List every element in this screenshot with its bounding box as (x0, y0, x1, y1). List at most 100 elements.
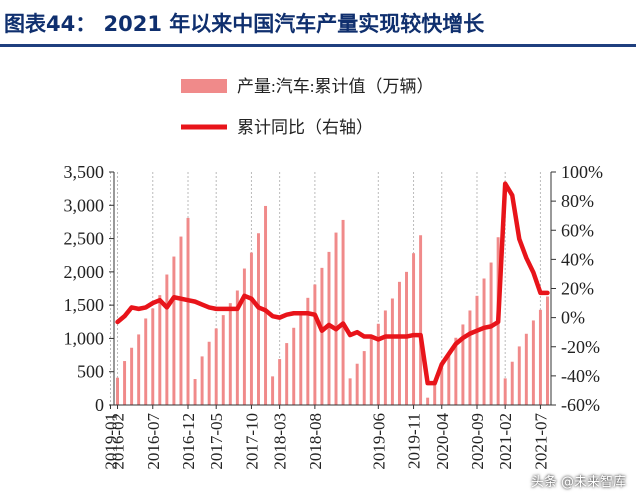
bar (546, 296, 549, 405)
bar (482, 278, 486, 405)
bar (151, 308, 155, 405)
bar (369, 337, 373, 405)
bar (397, 281, 401, 405)
x-tick-label: 2019-11 (405, 413, 424, 469)
bar (419, 235, 423, 405)
bar (362, 351, 366, 405)
bar (299, 311, 303, 405)
legend: 产量:汽车:累计值（万辆） 累计同比（右轴） (181, 77, 433, 137)
legend-bar-label: 产量:汽车:累计值（万辆） (237, 77, 433, 96)
right-tick-label: -40% (561, 366, 600, 386)
bar (524, 333, 528, 405)
left-tick-label: 1,000 (64, 328, 105, 348)
x-tick-label: 2019-01 (101, 413, 120, 470)
watermark: 头条 @未来智库 (530, 475, 626, 490)
bar (285, 343, 289, 405)
x-tick-label: 2021-02 (496, 413, 515, 470)
bar (228, 303, 232, 405)
bar (137, 334, 141, 405)
x-tick-label: 2016-12 (179, 413, 198, 470)
bar (242, 268, 246, 405)
bar (468, 310, 472, 405)
bar (207, 341, 211, 405)
bar (144, 318, 148, 405)
left-tick-label: 2,500 (64, 229, 105, 249)
bar (235, 290, 239, 405)
x-tick-label: 2017-10 (242, 413, 261, 470)
yoy-line (115, 181, 550, 386)
bar (271, 376, 275, 405)
bar (116, 377, 119, 405)
bar (292, 327, 296, 405)
right-tick-label: 20% (561, 279, 594, 299)
bar (123, 361, 127, 405)
bar (510, 361, 514, 405)
left-tick-label: 500 (77, 362, 104, 382)
bar (334, 232, 338, 405)
bar (348, 378, 352, 405)
bar (200, 356, 204, 405)
bar (440, 367, 444, 405)
x-tick-label: 2016-07 (144, 413, 163, 470)
right-tick-label: 100% (561, 162, 603, 182)
axes: 0 500 1,000 1,500 2,000 2,500 3,000 3,500 -60% -4… (64, 162, 604, 470)
bar (426, 397, 430, 405)
bar (376, 323, 380, 405)
bar (186, 217, 190, 405)
bar (306, 297, 310, 405)
header: 图表44： 2021 年以来中国汽车产量实现较快增长 (0, 0, 636, 48)
bar (327, 251, 331, 405)
x-tick-label: 2017-05 (207, 413, 226, 470)
left-tick-label: 3,000 (64, 195, 105, 215)
bar (193, 379, 197, 405)
legend-bar-swatch (181, 79, 227, 93)
bar (264, 205, 268, 405)
bar (158, 295, 162, 405)
bar (249, 252, 253, 405)
bar (257, 233, 260, 405)
chart: 0 500 1,000 1,500 2,000 2,500 3,000 3,500 -60% -4… (64, 77, 604, 470)
bar (517, 346, 521, 405)
right-tick-label: -20% (561, 337, 600, 357)
bar (461, 324, 465, 405)
right-tick-label: -60% (561, 395, 600, 415)
left-tick-label: 0 (95, 395, 104, 415)
x-tick-label: 2020-04 (433, 413, 452, 470)
left-tick-label: 2,000 (64, 262, 105, 282)
left-tick-label: 1,500 (64, 295, 105, 315)
bar (447, 353, 451, 405)
bar (355, 363, 359, 405)
title-rule (0, 44, 636, 47)
bar (165, 274, 169, 405)
bar-series (116, 205, 549, 405)
bar (130, 347, 134, 405)
bar (475, 295, 479, 405)
x-tick-label: 2019-06 (369, 413, 388, 470)
right-tick-label: 0% (561, 308, 585, 328)
bar (214, 328, 218, 405)
bar (433, 381, 437, 405)
bar (320, 267, 324, 405)
right-tick-label: 40% (561, 249, 594, 269)
bar (531, 320, 535, 405)
bar (341, 219, 345, 405)
line-series (115, 181, 550, 386)
x-tick-label: 2020-09 (468, 413, 487, 470)
bar (454, 337, 458, 405)
x-tick-label: 2018-08 (306, 413, 325, 470)
right-tick-label: 80% (561, 191, 594, 211)
x-tick-label: 2018-03 (271, 413, 290, 470)
bar (179, 236, 183, 405)
legend-line-label: 累计同比（右轴） (237, 118, 373, 137)
bar (313, 284, 317, 405)
bar (412, 253, 416, 405)
x-tick-label: 2016-02 (109, 413, 128, 470)
right-tick-label: 60% (561, 220, 594, 240)
bar (503, 378, 507, 405)
x-tick-label: 2021-07 (531, 413, 550, 470)
left-tick-label: 3,500 (64, 162, 105, 182)
bar (538, 309, 542, 405)
bar (489, 262, 493, 405)
bar (172, 256, 176, 405)
bar (278, 359, 282, 405)
